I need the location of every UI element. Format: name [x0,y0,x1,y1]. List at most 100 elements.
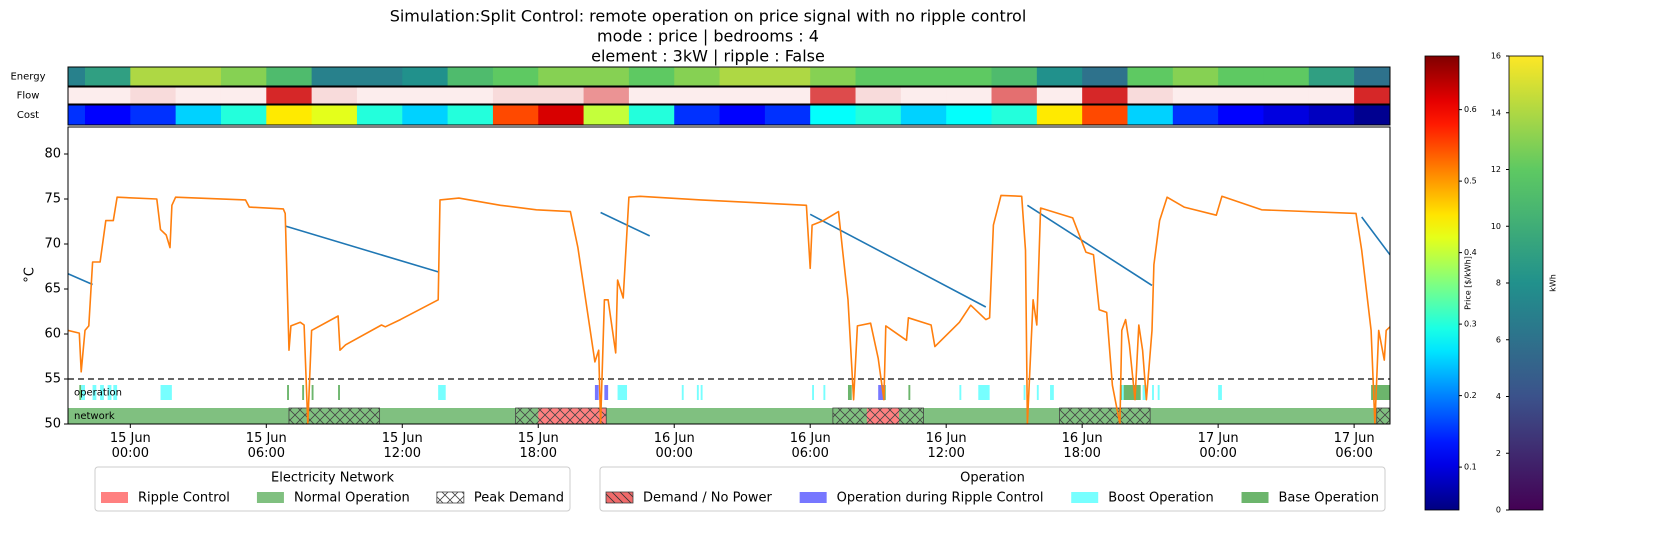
strip-frame [67,86,1391,105]
y-axis-label: °C [23,267,38,283]
heat-cell [1036,105,1083,125]
heat-cell [855,105,902,125]
heat-cell [1127,67,1174,86]
heat-cell [628,67,675,86]
heat-cell [628,105,675,125]
heat-cell [311,67,358,86]
colorbar-tick-label: 10 [1491,222,1501,231]
heat-cell [946,67,993,86]
heat-cell [266,67,313,86]
x-tick-label: 16 Jun 06:00 [789,431,831,461]
legend-label: Peak Demand [474,491,564,506]
band-interval [823,385,826,400]
heat-cell [583,105,630,125]
heat-cell [855,67,902,86]
heat-cell [628,87,675,104]
legend-box [599,466,1386,512]
band-interval [1023,385,1026,400]
heat-cell [810,105,857,125]
y-tick-label: 70 [44,237,61,252]
colorbar-tick-label: 0.6 [1464,105,1477,114]
legend-title: Operation [960,471,1025,486]
heat-cell [356,105,403,125]
data-line [68,194,1390,424]
heat-cell [1172,87,1219,104]
legend-label: Ripple Control [138,491,230,506]
chart-subtitle: element : 3kW | ripple : False [591,47,825,66]
heat-cell [1218,105,1264,125]
heat-cell [311,105,358,125]
heat-cell [719,67,766,86]
heat-cell [68,67,86,86]
heat-cell [130,67,177,86]
heat-cell [1354,67,1391,86]
legend-hatch [606,492,633,503]
y-tick-label: 50 [44,417,61,432]
band-interval [160,385,172,400]
heat-cell [1082,87,1128,104]
band-interval [812,385,814,400]
heat-cell [1127,87,1174,104]
heat-cell [900,105,947,125]
heat-cell [1082,105,1128,125]
band-interval [107,385,112,400]
y-tick-label: 65 [44,282,61,297]
heat-cell [1036,87,1083,104]
x-tick-label: 16 Jun 12:00 [925,431,967,461]
heat-cell [1036,67,1083,86]
legend-title: Electricity Network [271,471,394,486]
band-hatch [288,408,380,424]
heat-cell [1263,87,1310,104]
heat-cell [991,67,1038,86]
legend-label: Base Operation [1279,491,1379,506]
heat-cell [447,105,494,125]
heat-cell [946,87,993,104]
strip-frame [67,104,1391,126]
legend-swatch [101,492,128,503]
band-label: network [74,411,115,422]
heat-cell [1263,67,1310,86]
heat-cell [900,87,947,104]
band-interval [959,385,962,400]
heat-cell [583,67,630,86]
colorbar-tick-label: 0.5 [1464,177,1477,186]
heat-cell [220,105,267,125]
band-interval [68,408,1390,424]
y-tick-label: 80 [44,147,61,162]
heat-cell [84,105,131,125]
heat-cell [538,67,585,86]
y-tick-label: 60 [44,327,61,342]
heat-cell [492,67,539,86]
colorbar-tick-label: 16 [1491,52,1501,61]
heat-cell [84,87,131,104]
heat-cell [719,105,766,125]
band-interval [79,385,82,400]
band-interval [696,385,699,400]
band-interval [1218,385,1222,400]
legend-label: Boost Operation [1108,491,1214,506]
strip-label: Cost [17,110,39,121]
band-interval [1036,385,1039,400]
heat-cell [991,105,1038,125]
x-tick-label: 17 Jun 06:00 [1333,431,1375,461]
heat-cell [1218,67,1264,86]
band-interval [92,385,97,400]
band-interval [878,385,884,400]
heat-cell [674,67,721,86]
colorbar-tick-label: 0.1 [1464,463,1477,472]
colorbar [1424,55,1460,511]
x-tick-label: 15 Jun 12:00 [381,431,423,461]
heat-cell [447,87,494,104]
x-tick-label: 17 Jun 00:00 [1197,431,1239,461]
colorbar-tick-label: 0.3 [1464,320,1477,329]
x-tick-label: 16 Jun 00:00 [653,431,695,461]
colorbar-tick-label: 4 [1496,392,1501,401]
heat-cell [946,105,993,125]
colorbar-tick-label: 8 [1496,279,1501,288]
band-interval [113,385,118,400]
heat-cell [1172,67,1219,86]
band-interval [978,385,990,400]
strip-label: Energy [10,72,45,83]
colorbar-label: kWh [1549,274,1558,292]
